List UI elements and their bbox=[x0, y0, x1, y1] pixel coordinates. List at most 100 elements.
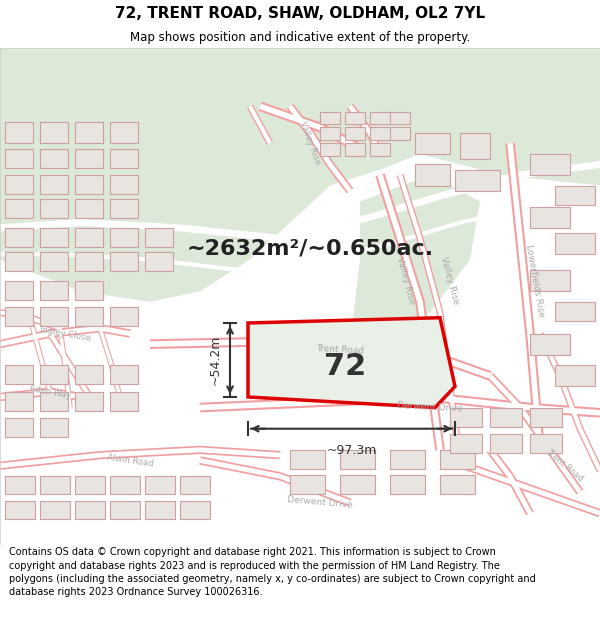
Text: 72, TRENT ROAD, SHAW, OLDHAM, OL2 7YL: 72, TRENT ROAD, SHAW, OLDHAM, OL2 7YL bbox=[115, 6, 485, 21]
Text: Alwin Road: Alwin Road bbox=[106, 452, 154, 468]
Bar bbox=[340, 475, 375, 494]
Bar bbox=[415, 164, 450, 186]
Bar bbox=[40, 418, 68, 437]
Bar bbox=[530, 154, 570, 175]
Bar bbox=[530, 207, 570, 228]
Bar bbox=[555, 365, 595, 386]
Bar bbox=[75, 501, 105, 519]
Bar bbox=[40, 392, 68, 411]
Text: Ingley Close: Ingley Close bbox=[39, 324, 91, 342]
Text: Valley Rise: Valley Rise bbox=[395, 256, 417, 306]
Bar bbox=[145, 476, 175, 494]
Bar bbox=[75, 281, 103, 300]
Text: Valley Rise: Valley Rise bbox=[298, 120, 322, 166]
Bar bbox=[320, 143, 340, 156]
Bar bbox=[290, 450, 325, 469]
Bar bbox=[110, 252, 138, 271]
Bar bbox=[320, 127, 340, 140]
Text: ~2632m²/~0.650ac.: ~2632m²/~0.650ac. bbox=[187, 239, 434, 259]
Bar bbox=[530, 408, 562, 427]
Text: ~97.3m: ~97.3m bbox=[326, 444, 377, 456]
Bar bbox=[5, 392, 33, 411]
Text: 72: 72 bbox=[324, 352, 367, 381]
Bar bbox=[555, 302, 595, 321]
Bar bbox=[75, 392, 103, 411]
Bar bbox=[460, 132, 490, 159]
Polygon shape bbox=[248, 318, 455, 408]
Bar bbox=[180, 476, 210, 494]
Bar bbox=[110, 307, 138, 326]
Bar bbox=[345, 127, 365, 140]
Bar bbox=[75, 307, 103, 326]
Bar bbox=[390, 450, 425, 469]
Text: Derwent Drive: Derwent Drive bbox=[397, 401, 463, 414]
Bar bbox=[40, 122, 68, 143]
Bar bbox=[5, 199, 33, 218]
Bar bbox=[455, 170, 500, 191]
Bar bbox=[75, 476, 105, 494]
Text: Derwent Drive: Derwent Drive bbox=[287, 496, 353, 510]
Bar bbox=[5, 122, 33, 143]
Text: Contains OS data © Crown copyright and database right 2021. This information is : Contains OS data © Crown copyright and d… bbox=[9, 548, 536, 597]
Bar bbox=[5, 418, 33, 437]
Bar bbox=[75, 365, 103, 384]
Text: Eden Way: Eden Way bbox=[29, 384, 71, 400]
Polygon shape bbox=[350, 175, 480, 386]
Bar bbox=[75, 252, 103, 271]
Polygon shape bbox=[0, 48, 600, 302]
Bar bbox=[110, 122, 138, 143]
Bar bbox=[40, 199, 68, 218]
Text: ~54.2m: ~54.2m bbox=[209, 335, 222, 385]
Bar bbox=[5, 149, 33, 168]
Bar bbox=[370, 127, 390, 140]
Bar bbox=[5, 365, 33, 384]
Bar bbox=[390, 475, 425, 494]
Bar bbox=[40, 476, 70, 494]
Bar bbox=[340, 450, 375, 469]
Bar bbox=[145, 228, 173, 247]
Bar bbox=[75, 199, 103, 218]
Bar bbox=[145, 252, 173, 271]
Bar bbox=[5, 476, 35, 494]
Bar bbox=[40, 307, 68, 326]
Bar bbox=[530, 334, 570, 355]
Bar bbox=[40, 281, 68, 300]
Bar bbox=[75, 149, 103, 168]
Bar bbox=[320, 111, 340, 124]
Bar bbox=[110, 501, 140, 519]
Bar bbox=[555, 186, 595, 204]
Bar bbox=[110, 476, 140, 494]
Text: Valley Rise: Valley Rise bbox=[439, 256, 461, 306]
Bar bbox=[75, 228, 103, 247]
Bar bbox=[440, 450, 475, 469]
Bar bbox=[110, 392, 138, 411]
Bar bbox=[5, 175, 33, 194]
Bar bbox=[75, 175, 103, 194]
Bar bbox=[110, 199, 138, 218]
Bar bbox=[180, 501, 210, 519]
Bar bbox=[370, 143, 390, 156]
Bar bbox=[110, 149, 138, 168]
Bar bbox=[40, 228, 68, 247]
Bar bbox=[40, 175, 68, 194]
Bar bbox=[5, 281, 33, 300]
Bar bbox=[530, 270, 570, 291]
Bar bbox=[530, 434, 562, 453]
Text: Lowerfields Rise: Lowerfields Rise bbox=[524, 244, 546, 318]
Bar bbox=[110, 365, 138, 384]
Bar bbox=[5, 307, 33, 326]
Bar bbox=[345, 143, 365, 156]
Bar bbox=[5, 501, 35, 519]
Bar bbox=[390, 127, 410, 140]
Bar bbox=[555, 233, 595, 254]
Bar bbox=[5, 252, 33, 271]
Bar bbox=[440, 475, 475, 494]
Bar bbox=[40, 252, 68, 271]
Bar bbox=[345, 111, 365, 124]
Bar bbox=[5, 228, 33, 247]
Bar bbox=[290, 475, 325, 494]
Text: Trent Road: Trent Road bbox=[316, 344, 364, 355]
Bar bbox=[450, 408, 482, 427]
Bar bbox=[490, 434, 522, 453]
Bar bbox=[40, 365, 68, 384]
